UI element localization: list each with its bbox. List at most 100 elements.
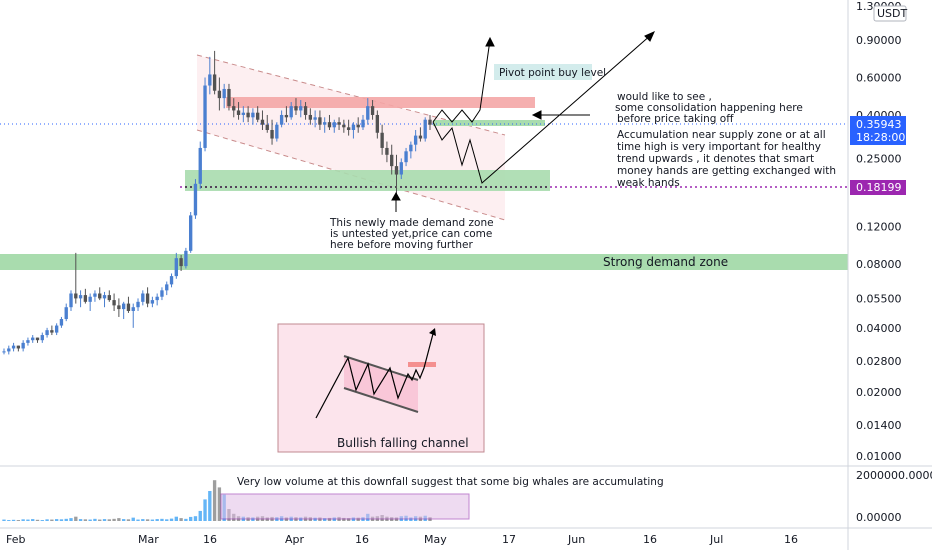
demand-note-3: here before moving further — [330, 239, 473, 251]
inset-label: Bullish falling channel — [337, 436, 469, 450]
volume-bar — [31, 519, 35, 521]
candle — [7, 345, 11, 355]
volume-bar — [131, 517, 135, 521]
level-label-bg — [850, 180, 906, 195]
volume-bar — [50, 519, 54, 521]
candle — [174, 252, 178, 279]
candle — [145, 287, 150, 308]
candle — [193, 179, 198, 219]
current-price-label: 0.35943 — [856, 118, 902, 131]
candle — [394, 154, 399, 195]
candle — [303, 102, 308, 120]
volume-bar — [64, 518, 68, 521]
candle — [141, 290, 145, 306]
volume-bar — [54, 519, 59, 521]
candle — [74, 252, 78, 304]
price-axis[interactable]: 1.300000.900000.600000.400000.250000.180… — [856, 0, 902, 463]
candle — [2, 348, 6, 355]
candle — [93, 290, 97, 302]
volume-bar — [74, 516, 78, 521]
accumulation-note-1: Accumulation near supply zone or at all — [617, 129, 826, 141]
volume-bar — [40, 520, 44, 521]
consolidation-note-3: before price taking off — [617, 113, 734, 125]
volume-bar — [45, 519, 49, 521]
volume-bar — [174, 516, 178, 521]
candle — [356, 117, 360, 133]
volume-bar — [203, 499, 207, 521]
volume-bar — [7, 520, 11, 521]
projection-arrowhead-1 — [485, 36, 495, 47]
candle — [88, 293, 92, 311]
volume-bar — [107, 519, 111, 521]
volume-bar — [217, 487, 222, 521]
candle — [327, 114, 332, 130]
volume-bar — [98, 519, 102, 521]
x-tick-label: Feb — [6, 533, 25, 546]
candle — [366, 98, 370, 125]
candle — [423, 117, 427, 142]
volume-bar — [179, 518, 183, 521]
accumulation-note-3: trend upwards , it denotes that smart — [617, 153, 814, 165]
candle — [370, 100, 375, 120]
candle — [11, 342, 16, 352]
candle — [270, 119, 274, 145]
x-tick-label: Jun — [567, 533, 585, 546]
volume-bar — [136, 519, 140, 521]
projection-path-down — [432, 33, 653, 184]
y-tick-label: 0.02000 — [856, 386, 902, 399]
volume-bar — [188, 516, 193, 521]
candle — [126, 296, 131, 313]
candle — [404, 147, 408, 167]
volume-bar — [184, 518, 188, 521]
y-tick-label: 0.02800 — [856, 355, 902, 368]
time-axis[interactable]: Feb Mar 16 Apr 16 May 17 Jun 16 Jul 16 — [6, 533, 798, 546]
candle — [16, 345, 21, 352]
candle — [131, 303, 135, 328]
candle — [409, 141, 413, 159]
currency-tag-bg[interactable] — [873, 5, 907, 22]
candle — [112, 293, 116, 311]
candle — [236, 102, 241, 120]
candle — [136, 298, 140, 311]
candle — [346, 119, 351, 136]
candle — [260, 110, 265, 130]
candle — [45, 327, 49, 338]
candle — [117, 298, 121, 317]
candle — [54, 323, 59, 336]
demand-note-1: This newly made demand zone — [329, 217, 494, 229]
volume-bar — [59, 519, 64, 521]
candle — [265, 114, 269, 133]
candle — [179, 254, 183, 271]
volume-bar — [323, 518, 327, 521]
candle — [50, 325, 54, 336]
volume-bar — [16, 520, 21, 521]
consolidation-note-2: some consolidation happening here — [615, 102, 803, 114]
candle — [26, 337, 30, 346]
candle — [246, 106, 250, 123]
volume-highlight-box — [220, 493, 470, 520]
currency-tag[interactable]: USDT — [877, 7, 908, 20]
consolidation-arrowhead — [531, 110, 542, 120]
candle — [399, 158, 403, 180]
candle — [40, 332, 44, 343]
volume-bar — [112, 518, 116, 521]
accumulation-note-2: time high is very important for healthy — [617, 141, 821, 153]
new-demand-zone — [185, 170, 550, 191]
volume-bar — [126, 519, 131, 521]
inset-arrowhead — [429, 328, 436, 336]
x-tick-label: May — [424, 533, 447, 546]
y-tick-label: 0.12000 — [856, 220, 902, 233]
volume-bar — [117, 518, 121, 521]
candle — [337, 117, 341, 130]
candle — [21, 340, 25, 352]
candle — [390, 144, 394, 175]
volume-bar — [26, 519, 30, 521]
current-price-bg — [850, 116, 906, 145]
candle — [155, 293, 159, 306]
candle — [102, 291, 107, 308]
candle — [188, 212, 193, 253]
inset-supply — [408, 362, 436, 367]
candle — [361, 114, 365, 130]
volume-bar — [193, 516, 198, 521]
